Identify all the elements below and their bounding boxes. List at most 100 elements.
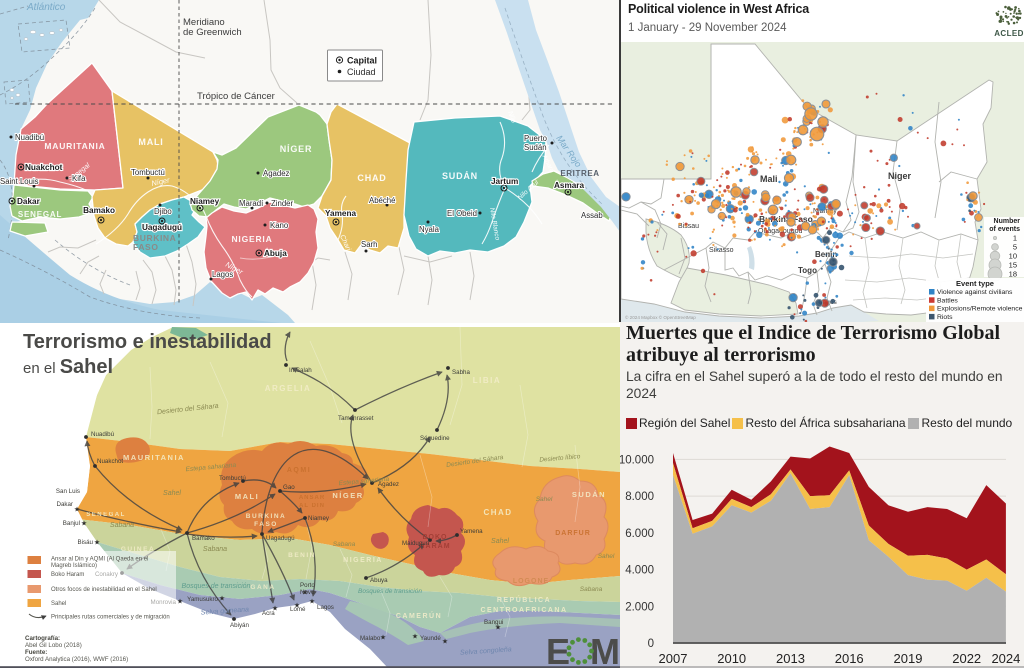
svg-text:NÍGER: NÍGER <box>280 144 313 154</box>
svg-text:Dakar: Dakar <box>56 501 73 508</box>
svg-text:M: M <box>590 631 620 668</box>
svg-text:★: ★ <box>309 598 315 606</box>
svg-text:Violence against civilians: Violence against civilians <box>937 289 1013 296</box>
svg-text:Acra: Acra <box>262 610 275 617</box>
svg-text:Sikasso: Sikasso <box>709 247 734 254</box>
svg-text:Sabana: Sabana <box>110 522 134 529</box>
svg-text:Trópico de Cáncer: Trópico de Cáncer <box>197 91 275 102</box>
svg-text:Bosques de transición: Bosques de transición <box>182 583 251 590</box>
svg-text:0: 0 <box>648 638 654 650</box>
svg-text:Sahel: Sahel <box>163 490 181 497</box>
svg-text:FASO: FASO <box>133 242 159 252</box>
svg-text:Bangui: Bangui <box>484 619 503 626</box>
svg-text:Sudán: Sudán <box>524 143 547 152</box>
svg-text:MALI: MALI <box>138 137 163 147</box>
svg-text:Sabana: Sabana <box>203 546 227 553</box>
svg-text:★: ★ <box>81 520 87 528</box>
svg-text:Agadez: Agadez <box>263 169 290 178</box>
svg-text:10: 10 <box>1009 252 1017 261</box>
svg-text:Gao: Gao <box>283 484 295 491</box>
svg-text:Uagadugú: Uagadugú <box>266 535 295 542</box>
svg-text:★: ★ <box>495 624 501 632</box>
svg-text:CHAD: CHAD <box>483 508 512 517</box>
svg-text:Togo: Togo <box>798 266 817 275</box>
svg-text:Bissau: Bissau <box>678 223 699 230</box>
svg-text:E: E <box>546 631 570 668</box>
svg-text:Lagos: Lagos <box>317 604 334 611</box>
svg-text:NIGERIA: NIGERIA <box>231 234 272 244</box>
svg-text:Nyala: Nyala <box>419 225 440 234</box>
svg-text:Niamey: Niamey <box>190 197 220 206</box>
svg-text:Yamusukro: Yamusukro <box>187 596 218 603</box>
svg-text:Asmara: Asmara <box>554 181 584 190</box>
svg-text:Nuadibú: Nuadibú <box>15 133 44 142</box>
svg-text:18: 18 <box>1009 270 1017 279</box>
svg-text:Ouagadougou: Ouagadougou <box>758 228 802 235</box>
svg-text:GUINEA: GUINEA <box>121 546 155 553</box>
svg-text:Battles: Battles <box>937 297 958 304</box>
svg-text:Fuente:: Fuente: <box>25 649 47 656</box>
svg-text:Sabana: Sabana <box>333 541 356 548</box>
svg-text:ERITREA: ERITREA <box>560 169 599 178</box>
svg-text:Abuja: Abuja <box>264 249 287 258</box>
svg-text:Ansar al Din y AQMI (Al Qaeda: Ansar al Din y AQMI (Al Qaeda en el <box>51 557 148 563</box>
svg-text:Boko Haram: Boko Haram <box>51 572 84 578</box>
svg-text:Sabha: Sabha <box>452 369 470 376</box>
svg-text:BOKO: BOKO <box>423 534 448 541</box>
svg-text:San Luis: San Luis <box>56 488 80 495</box>
svg-text:★: ★ <box>94 539 100 547</box>
svg-text:Cartografía:: Cartografía: <box>25 635 60 642</box>
svg-text:AL DIN: AL DIN <box>299 503 325 509</box>
svg-text:Yamena: Yamena <box>325 209 356 218</box>
svg-text:Jartum: Jartum <box>491 177 518 186</box>
svg-text:Tamanrasset: Tamanrasset <box>338 415 374 422</box>
svg-text:★: ★ <box>380 634 386 642</box>
svg-text:Assab: Assab <box>581 211 603 220</box>
svg-text:Abuya: Abuya <box>370 577 388 584</box>
svg-text:Tombuctú: Tombuctú <box>131 168 165 177</box>
svg-text:Mali: Mali <box>760 174 778 184</box>
svg-text:HARAM: HARAM <box>419 543 450 550</box>
svg-text:Malabo: Malabo <box>360 635 381 642</box>
svg-text:Sarh: Sarh <box>361 240 377 249</box>
svg-text:Terrorismo e inestabilidad: Terrorismo e inestabilidad <box>23 331 272 353</box>
svg-text:Number: Number <box>994 218 1021 225</box>
svg-text:Sahel: Sahel <box>51 601 66 607</box>
svg-text:Nuadibú: Nuadibú <box>91 431 115 438</box>
svg-text:Puerto: Puerto <box>524 134 548 143</box>
svg-text:Sahel: Sahel <box>598 553 615 560</box>
svg-text:6.000: 6.000 <box>625 528 654 540</box>
svg-text:Abel Gil Lobo (2018): Abel Gil Lobo (2018) <box>25 642 82 649</box>
svg-text:BURKINA: BURKINA <box>246 513 286 520</box>
svg-text:Agadez: Agadez <box>378 481 399 488</box>
svg-text:Magreb Islámico): Magreb Islámico) <box>51 563 97 569</box>
svg-text:Estepa sahariana: Estepa sahariana <box>185 462 236 473</box>
svg-text:Lomé: Lomé <box>290 606 306 613</box>
svg-text:2010: 2010 <box>717 651 746 666</box>
svg-text:Meridiano: Meridiano <box>183 17 225 28</box>
svg-text:ANSAR: ANSAR <box>299 495 325 501</box>
svg-text:★: ★ <box>412 633 418 641</box>
svg-text:Nilo: Nilo <box>506 110 517 124</box>
svg-text:Capital: Capital <box>347 56 377 66</box>
svg-text:Niamey: Niamey <box>308 515 330 522</box>
svg-text:DARFUR: DARFUR <box>555 530 591 537</box>
svg-text:CHAD: CHAD <box>357 173 386 183</box>
svg-text:8.000: 8.000 <box>625 491 654 503</box>
svg-text:Níger: Níger <box>151 175 171 188</box>
svg-text:Atlántico: Atlántico <box>26 2 66 13</box>
svg-text:NIGERIA: NIGERIA <box>343 557 383 564</box>
svg-text:Maiduguri: Maiduguri <box>402 540 429 547</box>
svg-text:LOGONE: LOGONE <box>513 578 549 585</box>
svg-text:1: 1 <box>1013 234 1017 243</box>
svg-text:CAMERÚN: CAMERÚN <box>396 611 442 620</box>
svg-text:★: ★ <box>219 595 225 603</box>
svg-text:Selva guineana: Selva guineana <box>201 606 250 616</box>
svg-text:Explosions/Remote violence: Explosions/Remote violence <box>937 306 1023 313</box>
svg-text:Bosques de transición: Bosques de transición <box>358 588 422 595</box>
svg-text:Kano: Kano <box>270 221 289 230</box>
svg-text:★: ★ <box>74 506 80 514</box>
svg-text:Riots: Riots <box>937 314 953 321</box>
svg-text:★: ★ <box>302 589 308 597</box>
svg-text:de Greenwich: de Greenwich <box>183 27 242 38</box>
